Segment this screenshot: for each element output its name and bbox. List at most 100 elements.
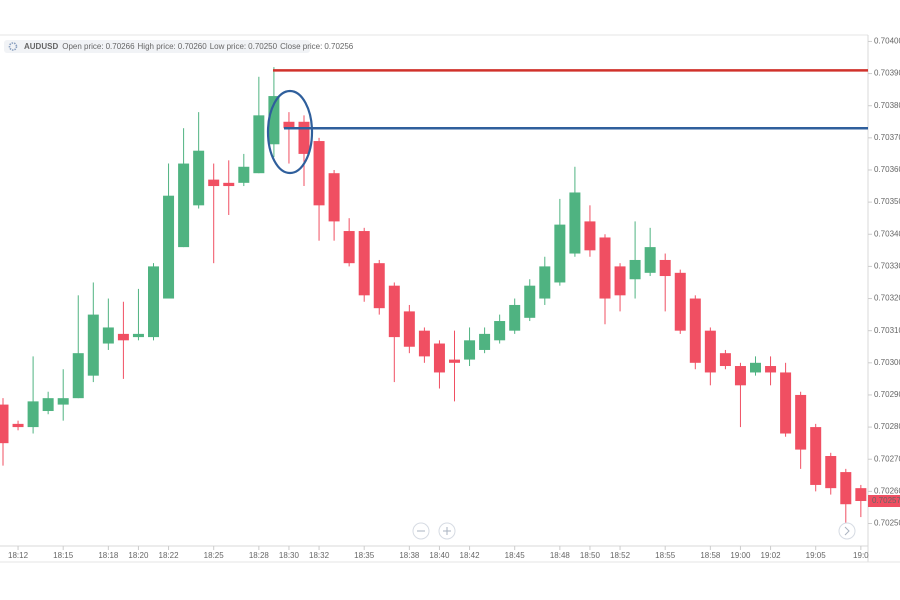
candle-body	[72, 353, 84, 399]
info-label: Close price:	[280, 42, 322, 51]
candle-body	[418, 330, 430, 357]
candle-body	[704, 330, 716, 373]
candle-body	[644, 247, 656, 273]
info-value: 0.70266	[106, 42, 135, 51]
info-label: Low price:	[210, 42, 246, 51]
candle-body	[163, 195, 175, 299]
candle-body	[494, 321, 506, 341]
candle-body	[268, 96, 280, 145]
candle-body	[674, 272, 686, 331]
x-tick-label: 18:30	[279, 551, 300, 560]
x-tick-label: 18:52	[610, 551, 631, 560]
scroll-right-icon	[844, 526, 850, 536]
info-label: Open price:	[62, 42, 103, 51]
candle-body	[148, 266, 159, 338]
candle-body	[584, 221, 596, 251]
candle-body	[750, 362, 761, 373]
candle-body	[840, 472, 852, 505]
candle-body	[464, 340, 476, 360]
x-tick-label: 19:05	[806, 551, 827, 560]
candle-body	[780, 372, 792, 434]
x-tick-label: 18:18	[98, 551, 119, 560]
highlight-ellipse	[266, 89, 314, 175]
x-tick-label: 18:22	[159, 551, 180, 560]
last-price-tag	[868, 495, 900, 508]
candle-body	[524, 285, 536, 318]
last-price-label: 0.70257	[872, 496, 900, 505]
candle-body	[178, 163, 190, 248]
candle-body	[855, 488, 867, 502]
candle-body	[433, 343, 445, 373]
candle-body	[689, 298, 701, 363]
candle-body	[479, 333, 491, 350]
x-tick-label: 18:40	[429, 551, 450, 560]
candle-body	[554, 224, 566, 283]
info-value: 0.70250	[248, 42, 277, 51]
settings-icon[interactable]	[8, 42, 18, 51]
candle-body	[569, 192, 581, 254]
x-tick-label: 18:38	[399, 551, 420, 560]
candle-body	[0, 404, 9, 444]
candle-body	[659, 259, 671, 277]
scroll-right-button[interactable]	[838, 522, 856, 540]
candle-body	[12, 423, 24, 428]
candle-body	[253, 115, 265, 174]
candle-body	[132, 333, 144, 338]
x-tick-label: 18:20	[128, 551, 149, 560]
candle-body	[102, 327, 114, 344]
y-tick-label: 0.70260	[874, 486, 900, 495]
candle-body	[539, 266, 551, 299]
x-tick-label: 19:02	[761, 551, 782, 560]
x-tick-label: 18:25	[204, 551, 225, 560]
candle-body	[343, 231, 355, 264]
candle-body	[734, 366, 746, 386]
x-tick-label: 18:42	[460, 551, 481, 560]
x-tick-label: 18:32	[309, 551, 330, 560]
candle-body	[313, 141, 325, 206]
x-tick-label: 18:50	[580, 551, 601, 560]
zoom-in-icon	[443, 527, 451, 535]
x-tick-label: 18:35	[354, 551, 375, 560]
x-tick-label: 18:48	[550, 551, 571, 560]
candle-body	[87, 314, 99, 376]
candle-body	[449, 359, 460, 363]
x-tick-label: 19:0	[853, 551, 869, 560]
candle-body	[825, 456, 837, 489]
candle-body	[298, 121, 310, 154]
info-value: 0.70260	[178, 42, 207, 51]
candle-body	[599, 237, 611, 299]
candle-body	[614, 266, 626, 296]
candle-body	[193, 150, 205, 206]
candle-body	[328, 173, 340, 222]
y-tick-label: 0.70250	[874, 519, 900, 528]
y-tick-label: 0.70400	[874, 37, 900, 46]
candle-body	[223, 182, 235, 187]
x-tick-label: 18:28	[249, 551, 270, 560]
candle-body	[388, 285, 400, 338]
candle-body	[117, 333, 129, 341]
info-box	[4, 40, 310, 53]
candle-body	[509, 304, 521, 331]
candle-body	[629, 259, 641, 280]
x-tick-label: 18:55	[655, 551, 676, 560]
candle-body	[795, 394, 807, 450]
symbol: AUDUSD	[24, 42, 58, 51]
candle-body	[283, 121, 295, 129]
candle-body	[208, 179, 220, 187]
candle-body	[42, 398, 54, 412]
